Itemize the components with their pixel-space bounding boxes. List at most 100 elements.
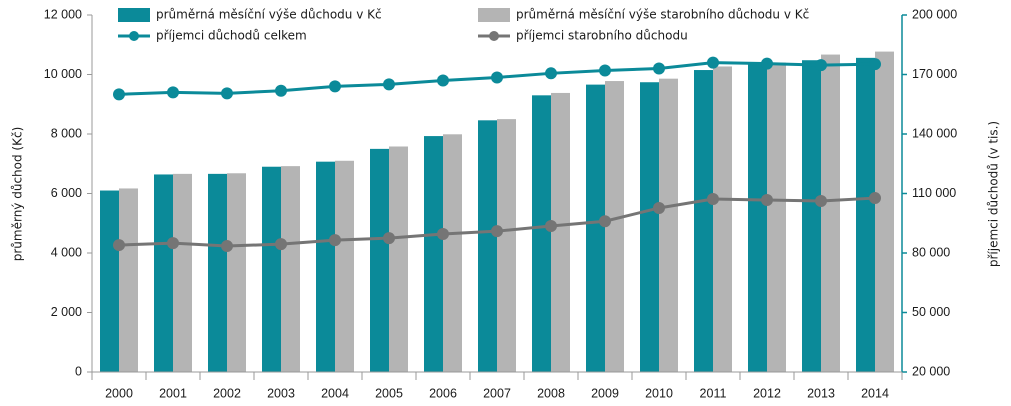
bar — [424, 136, 443, 372]
y-tick-label: 8 000 — [51, 126, 82, 140]
y-tick-label: 2 000 — [51, 305, 82, 319]
marker — [437, 74, 449, 87]
x-tick-label: 2001 — [159, 386, 187, 400]
y2-tick-label: 20 000 — [912, 364, 950, 378]
marker — [383, 78, 395, 91]
marker — [221, 87, 233, 100]
y2-tick-label: 170 000 — [912, 67, 957, 81]
y-axis-label: průměrný důchod (Kč) — [11, 127, 25, 262]
legend-swatch — [129, 31, 139, 41]
marker — [761, 194, 773, 207]
bar — [802, 60, 821, 372]
marker — [275, 238, 287, 251]
y-tick-label: 6 000 — [51, 186, 82, 200]
x-tick-label: 2010 — [645, 386, 673, 400]
marker — [383, 232, 395, 245]
marker — [653, 201, 665, 214]
y2-axis-label: příjemci důchodů (v tis.) — [987, 121, 1001, 267]
x-tick-label: 2006 — [429, 386, 457, 400]
marker — [707, 56, 719, 69]
marker — [491, 71, 503, 84]
legend-swatch — [489, 31, 499, 41]
bar — [856, 57, 875, 373]
x-tick-label: 2008 — [537, 386, 565, 400]
legend-label: průměrná měsíční výše starobního důchodu… — [516, 8, 809, 22]
legend-swatch — [478, 8, 510, 22]
marker — [815, 59, 827, 72]
marker — [167, 237, 179, 250]
bar — [767, 62, 786, 372]
x-tick-label: 2004 — [321, 386, 349, 400]
marker — [221, 240, 233, 253]
bar — [532, 95, 551, 372]
legend-label: příjemci důchodů celkem — [156, 29, 307, 43]
bar — [173, 173, 192, 372]
y2-tick-label: 140 000 — [912, 126, 957, 140]
bar — [119, 188, 138, 372]
legend-label: průměrná měsíční výše důchodu v Kč — [156, 8, 382, 22]
marker — [707, 193, 719, 206]
legend-label: příjemci starobního důchodu — [516, 29, 688, 43]
bar — [389, 146, 408, 372]
y2-tick-label: 80 000 — [912, 245, 950, 259]
marker — [113, 239, 125, 252]
bar — [640, 82, 659, 373]
bar — [586, 84, 605, 373]
marker — [761, 57, 773, 70]
marker — [329, 234, 341, 247]
marker — [491, 225, 503, 238]
bar — [551, 92, 570, 372]
x-tick-label: 2002 — [213, 386, 241, 400]
bar — [335, 160, 354, 372]
marker — [545, 67, 557, 80]
marker — [545, 220, 557, 233]
marker — [599, 215, 611, 228]
marker — [329, 80, 341, 93]
marker — [599, 64, 611, 77]
legend-swatch — [118, 8, 150, 22]
bar — [154, 174, 173, 372]
marker — [869, 192, 881, 205]
bar — [227, 173, 246, 372]
bar — [821, 54, 840, 372]
bar — [605, 81, 624, 373]
bar — [100, 190, 119, 372]
x-tick-label: 2014 — [861, 386, 889, 400]
x-tick-label: 2007 — [483, 386, 511, 400]
y2-tick-label: 200 000 — [912, 7, 957, 21]
bar — [443, 134, 462, 372]
bar — [262, 166, 281, 372]
marker — [167, 86, 179, 99]
x-tick-label: 2013 — [807, 386, 835, 400]
bar — [316, 161, 335, 372]
y-tick-label: 10 000 — [44, 67, 82, 81]
x-tick-label: 2009 — [591, 386, 619, 400]
y-tick-label: 0 — [75, 364, 82, 378]
x-tick-label: 2005 — [375, 386, 403, 400]
y2-tick-label: 50 000 — [912, 305, 950, 319]
x-tick-label: 2000 — [105, 386, 133, 400]
x-tick-label: 2003 — [267, 386, 295, 400]
y2-tick-label: 110 000 — [912, 186, 956, 200]
marker — [275, 84, 287, 97]
bar — [208, 173, 227, 372]
bar — [713, 66, 732, 372]
bar — [694, 70, 713, 372]
x-tick-label: 2011 — [700, 386, 727, 400]
bar — [748, 63, 767, 372]
bar — [370, 148, 389, 372]
x-tick-label: 2012 — [753, 386, 781, 400]
bar — [478, 120, 497, 372]
marker — [815, 195, 827, 208]
bar — [281, 166, 300, 372]
bar — [497, 119, 516, 372]
marker — [113, 88, 125, 101]
marker — [869, 58, 881, 71]
y-tick-label: 12 000 — [44, 7, 82, 21]
bar — [875, 51, 894, 372]
marker — [437, 227, 449, 240]
marker — [653, 62, 665, 75]
y-tick-label: 4 000 — [51, 245, 82, 259]
bar — [659, 78, 678, 372]
